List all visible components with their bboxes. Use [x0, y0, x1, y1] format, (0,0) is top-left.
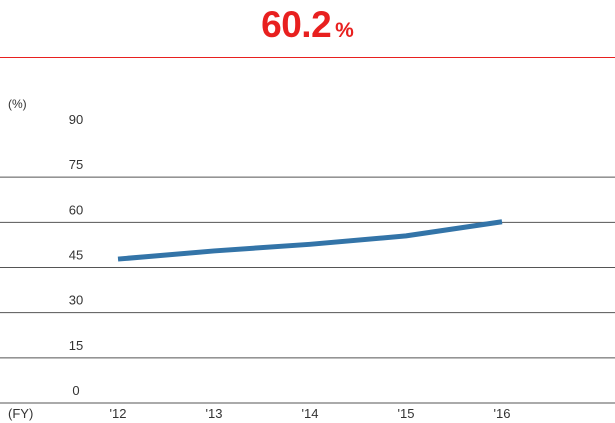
gridlines [0, 176, 615, 404]
y-tick-label: 30 [69, 293, 83, 308]
headline-value: 60.2 % [0, 4, 615, 48]
x-tick-label: '14 [302, 406, 319, 421]
headline-unit: % [335, 19, 354, 42]
y-axis-unit-label: (%) [8, 97, 27, 111]
x-tick-label: '13 [206, 406, 223, 421]
y-tick-label: 60 [69, 202, 83, 217]
x-tick-label: '15 [398, 406, 415, 421]
y-tick-label: 75 [69, 157, 83, 172]
y-tick-label: 45 [69, 248, 83, 263]
x-tick-labels: '12 '13 '14 '15 '16 [110, 406, 511, 421]
headline-divider [0, 57, 615, 58]
series-layer [117, 219, 503, 262]
y-tick-label: 15 [69, 338, 83, 353]
y-tick-label: 0 [72, 383, 79, 398]
headline-number: 60.2 [261, 4, 332, 45]
x-tick-label: '16 [494, 406, 511, 421]
y-tick-labels: 0 15 30 45 60 75 90 [69, 112, 83, 398]
series-line [117, 219, 503, 262]
x-axis-unit-label: (FY) [8, 406, 33, 421]
x-tick-label: '12 [110, 406, 127, 421]
y-tick-label: 90 [69, 112, 83, 127]
